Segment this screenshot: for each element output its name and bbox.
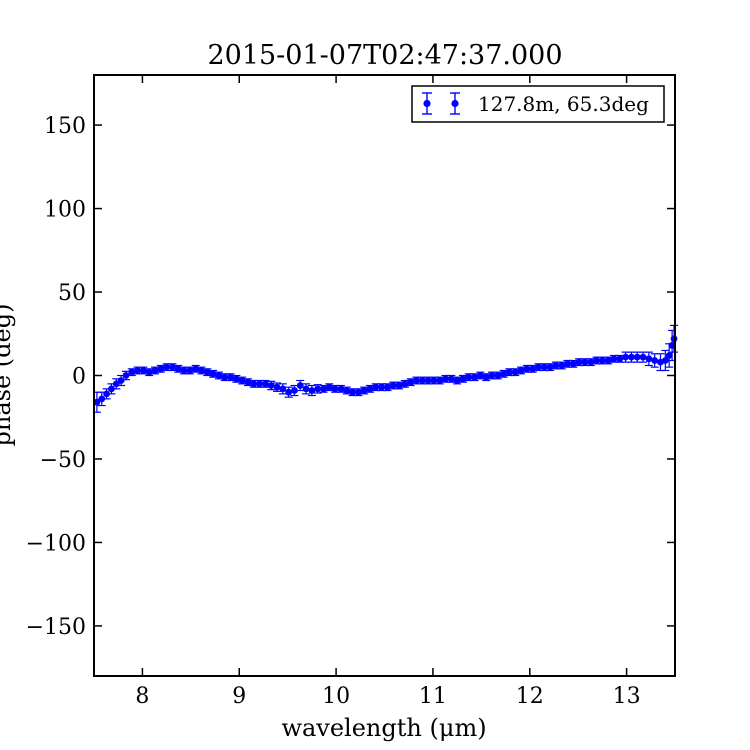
data-point — [232, 374, 241, 383]
data-point — [325, 383, 334, 392]
data-point — [307, 384, 316, 397]
data-point — [586, 358, 595, 367]
data-point — [633, 351, 642, 363]
data-point — [168, 363, 177, 372]
data-point — [302, 383, 311, 395]
data-point — [121, 370, 130, 381]
x-axis: 8 9 10 11 12 13 — [135, 75, 641, 709]
data-point — [383, 383, 392, 392]
data-point — [400, 379, 409, 388]
data-point — [511, 368, 520, 377]
x-tick-label: 12 — [516, 684, 544, 709]
y-tick-label: 100 — [44, 198, 86, 223]
data-point — [238, 376, 247, 385]
y-tick-label: −50 — [40, 448, 86, 473]
data-point — [107, 383, 116, 395]
data-point — [209, 369, 218, 378]
data-point — [487, 371, 496, 380]
y-tick-label: 0 — [72, 365, 86, 390]
x-tick-label: 9 — [232, 684, 246, 709]
data-point — [313, 384, 322, 394]
y-axis: −150 −100 −50 0 50 100 150 — [26, 114, 675, 640]
data-point — [395, 381, 404, 390]
data-point — [360, 386, 369, 395]
data-point — [145, 368, 154, 377]
y-tick-label: −100 — [26, 531, 86, 556]
data-point — [226, 373, 235, 382]
data-point — [151, 366, 160, 375]
data-point — [528, 364, 537, 373]
x-tick-label: 8 — [135, 684, 149, 709]
legend-label: 127.8m, 65.3deg — [478, 92, 649, 116]
data-point — [615, 354, 624, 363]
y-tick-label: 150 — [44, 114, 86, 139]
data-point — [429, 376, 438, 385]
data-point — [174, 364, 183, 373]
data-point — [604, 356, 613, 365]
data-point — [117, 374, 126, 387]
data-point — [557, 361, 566, 370]
data-point — [412, 376, 421, 385]
data-point — [185, 366, 194, 375]
data-point — [156, 364, 165, 373]
plot-frame — [93, 74, 676, 677]
data-point — [354, 388, 363, 397]
data-point — [569, 359, 578, 368]
data-point — [418, 376, 427, 385]
data-point — [267, 380, 276, 391]
data-point — [639, 351, 648, 363]
y-tick-label: −150 — [26, 615, 86, 640]
plot-area — [92, 324, 679, 413]
data-point — [476, 371, 485, 380]
data-point — [435, 376, 444, 385]
data-point — [220, 373, 229, 382]
data-point — [546, 363, 555, 372]
x-tick-label: 11 — [419, 684, 447, 709]
data-point — [139, 366, 148, 375]
data-series — [92, 324, 679, 413]
data-point — [197, 366, 206, 375]
y-axis-label: phase (deg) — [0, 304, 16, 447]
data-point — [447, 374, 456, 383]
data-point — [243, 378, 252, 387]
data-point — [191, 364, 200, 373]
data-point — [563, 359, 572, 368]
chart-title: 2015-01-07T02:47:37.000 — [207, 40, 562, 71]
data-point — [261, 379, 270, 388]
data-point — [365, 384, 374, 393]
data-point — [470, 373, 479, 382]
data-point — [464, 373, 473, 382]
data-point — [458, 374, 467, 383]
data-point — [644, 351, 653, 367]
data-point — [453, 376, 462, 385]
data-point — [273, 382, 282, 392]
x-tick-label: 13 — [613, 684, 641, 709]
legend-marker — [422, 92, 460, 115]
x-tick-label: 10 — [322, 684, 350, 709]
legend: 127.8m, 65.3deg — [411, 85, 665, 123]
data-point — [203, 368, 212, 377]
data-point — [493, 371, 502, 380]
data-point — [284, 386, 293, 398]
x-axis-label: wavelength (μm) — [281, 714, 486, 742]
data-point — [214, 371, 223, 380]
data-point — [336, 384, 345, 393]
data-point — [278, 383, 287, 395]
data-point — [296, 379, 305, 392]
data-point — [517, 366, 526, 375]
data-point — [342, 386, 351, 395]
y-tick-label: 50 — [58, 281, 86, 306]
data-point — [127, 368, 136, 377]
data-point — [319, 384, 328, 393]
data-point — [482, 373, 491, 382]
data-point — [406, 378, 415, 387]
data-point — [499, 369, 508, 378]
